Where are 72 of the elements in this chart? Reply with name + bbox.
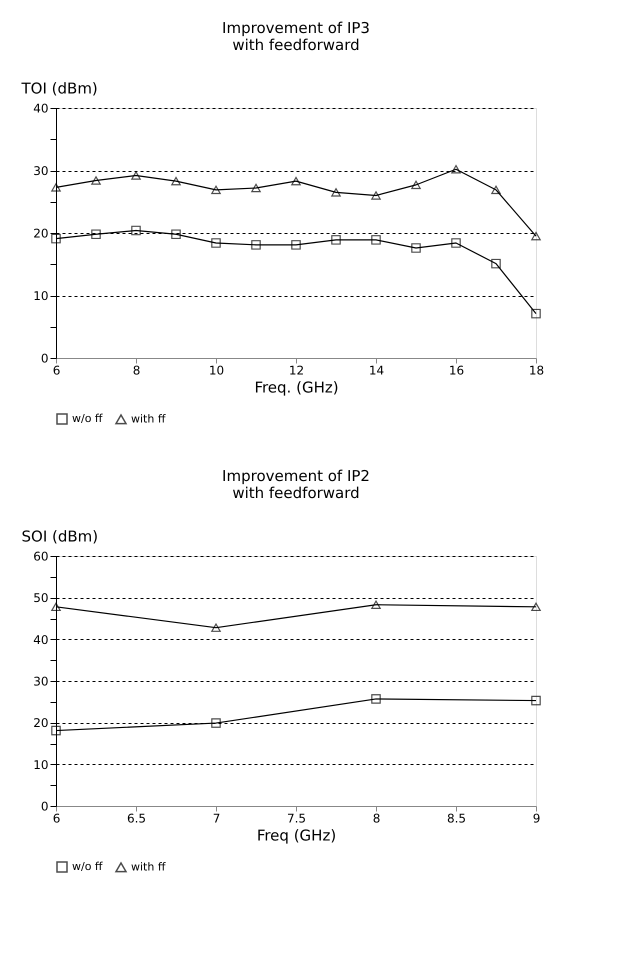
point: [51, 183, 61, 192]
point: [451, 238, 461, 248]
point: [371, 600, 381, 609]
point: [371, 235, 381, 245]
y-tick-label: 50: [33, 591, 48, 606]
y-tick-label: 40: [33, 632, 48, 647]
point: [51, 726, 61, 736]
y-axis-title: TOI (dBm): [20, 80, 98, 98]
x-tick-label: 18: [528, 364, 544, 378]
text: with feedforward: [232, 484, 360, 502]
x-axis-title: Freq. (GHz): [254, 378, 339, 396]
point: [411, 180, 421, 190]
point: [411, 243, 421, 253]
point: [251, 240, 261, 250]
x-tick-label: 8: [372, 812, 380, 826]
point: [451, 165, 461, 174]
point: [211, 186, 221, 194]
point: [491, 186, 501, 194]
y-tick-label: 60: [33, 550, 48, 564]
point: [171, 176, 181, 186]
point: [131, 171, 141, 180]
legend-label: w/o ff: [72, 412, 103, 425]
legend-label: with ff: [131, 860, 166, 874]
x-tick-label: 8.5: [446, 812, 466, 826]
y-tick-label: 40: [33, 102, 48, 116]
y-tick-label: 30: [33, 674, 48, 688]
x-tick-label: 6: [52, 364, 60, 378]
text: with feedforward: [232, 36, 360, 54]
point: [491, 258, 501, 268]
x-axis-title: Freq (GHz): [256, 826, 336, 844]
point: [291, 240, 301, 250]
point: [531, 232, 541, 240]
point: [291, 176, 301, 186]
point: [531, 696, 541, 706]
x-tick-label: 6: [52, 812, 60, 826]
y-tick-label: 10: [33, 289, 48, 303]
x-tick-label: 8: [132, 364, 140, 378]
point: [211, 718, 221, 728]
point: [171, 229, 181, 240]
point: [91, 229, 101, 240]
point: [131, 226, 141, 236]
point: [531, 308, 541, 318]
y-tick-label: 0: [40, 800, 48, 814]
point: [91, 176, 101, 185]
x-tick-label: 6.5: [126, 812, 146, 826]
text: Improvement of IP3: [222, 19, 370, 37]
y-tick-label: 30: [33, 164, 48, 178]
text: Improvement of IP2: [222, 467, 370, 485]
y-axis-title: SOI (dBm): [22, 528, 98, 546]
point: [331, 235, 341, 245]
x-tick-label: 7: [212, 812, 220, 826]
x-tick-label: 10: [208, 364, 224, 378]
point: [371, 191, 381, 200]
point: [51, 602, 61, 612]
x-tick-label: 12: [288, 364, 304, 378]
x-tick-label: 7.5: [286, 812, 306, 826]
x-tick-label: 14: [368, 364, 384, 378]
point: [531, 602, 541, 612]
x-tick-label: 9: [532, 812, 540, 826]
y-tick-label: 20: [33, 226, 48, 240]
point: [211, 623, 221, 632]
point: [371, 694, 381, 704]
x-tick-label: 16: [448, 364, 464, 378]
point: [51, 234, 61, 244]
y-tick-label: 0: [40, 352, 48, 366]
y-tick-label: 20: [33, 716, 48, 730]
point: [251, 184, 261, 192]
y-tick-label: 10: [33, 758, 48, 772]
legend-label: with ff: [131, 412, 166, 426]
point: [331, 188, 341, 197]
point: [211, 238, 221, 248]
legend-label: w/o ff: [72, 860, 103, 873]
